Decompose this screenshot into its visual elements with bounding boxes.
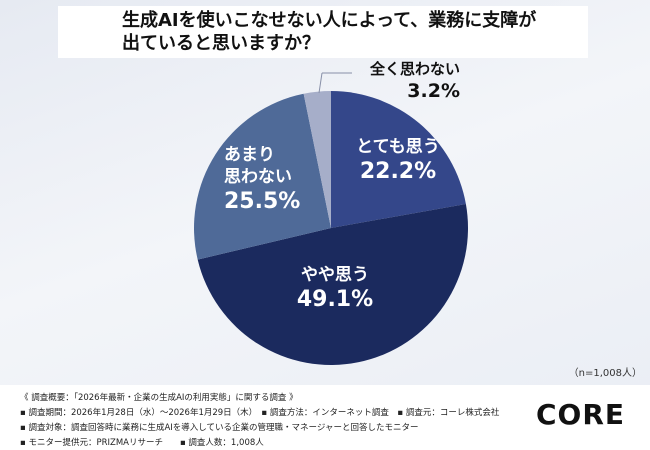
sample-size: （n=1,008人）	[568, 368, 642, 379]
slice-value: 49.1%	[296, 287, 374, 312]
slice-label-yaya: やや思う 49.1%	[270, 264, 400, 314]
slice-label-text: とても思う	[356, 137, 440, 157]
pie-slice-1	[197, 204, 468, 365]
pie-slice-3	[303, 91, 331, 228]
pie-slice-2	[194, 93, 331, 260]
leader-line	[318, 72, 323, 94]
slice-value: 3.2%	[407, 80, 460, 102]
chart-title: 生成AIを使いこなせない人によって、業務に支障が 出ていると思いますか？	[122, 9, 562, 55]
footer: 《 調査概要：「2026年最新・企業の生成AIの利用実態」に関する調査 》 ▪ …	[0, 385, 650, 450]
core-logo: CORE	[536, 398, 626, 431]
slice-value: 25.5%	[224, 189, 301, 214]
slice-label-text: あまり	[224, 145, 275, 165]
pie-slice-0	[331, 91, 466, 228]
title-line-1: 生成AIを使いこなせない人によって、業務に支障が	[122, 10, 537, 31]
title-box	[58, 6, 588, 58]
slice-label-text: やや思う	[301, 265, 369, 285]
slice-label-mattaku: 全く思わない 3.2%	[350, 58, 460, 102]
slice-label-text: 思わない	[224, 167, 292, 187]
title-line-2: 出ていると思いますか？	[122, 33, 320, 54]
survey-target: ▪ 調査対象：調査回答時に業務に生成AIを導入している企業の管理職・マネージャー…	[20, 423, 419, 433]
slice-label-totemo: とても思う 22.2%	[338, 136, 458, 186]
survey-period: ▪ 調査期間：2026年1月28日（水）～2026年1月29日（木） ▪ 調査方…	[20, 408, 500, 418]
survey-overview: 《 調査概要：「2026年最新・企業の生成AIの利用実態」に関する調査 》	[20, 393, 298, 403]
survey-provider: ▪ モニター提供元：PRIZMAリサーチ ▪ 調査人数：1,008人	[20, 438, 264, 448]
slice-label-amari: あまり 思わない 25.5%	[224, 144, 304, 216]
slice-label-text: 全く思わない	[369, 60, 460, 78]
slice-value: 22.2%	[359, 159, 437, 184]
